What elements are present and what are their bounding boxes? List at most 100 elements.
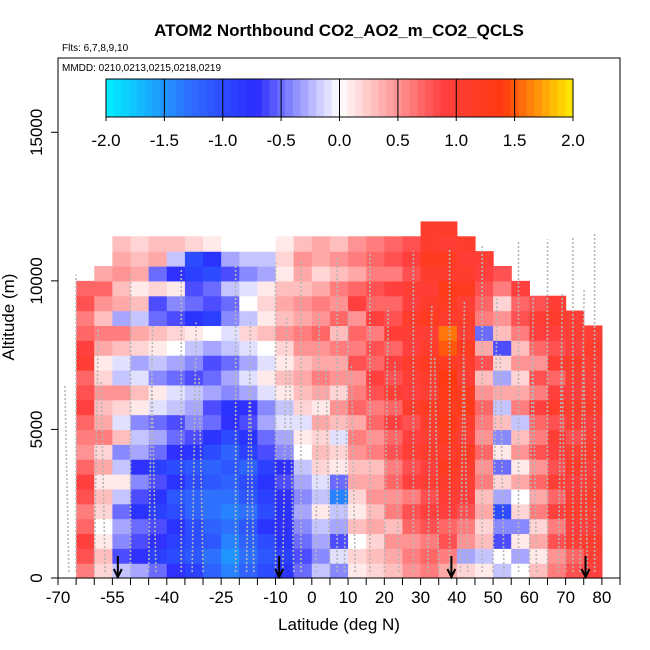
- heatmap-cell: [94, 474, 113, 490]
- heatmap-cell: [456, 295, 476, 312]
- heatmap-cell: [583, 488, 603, 505]
- heatmap-cell: [257, 370, 277, 386]
- heatmap-cell: [438, 459, 458, 475]
- heatmap-cell: [130, 474, 150, 490]
- heatmap-cell: [293, 340, 313, 356]
- heatmap-cell: [366, 384, 385, 401]
- colorbar-cell: [464, 79, 473, 117]
- heatmap-cell: [311, 414, 331, 431]
- colorbar-tick-label: -0.5: [266, 131, 295, 150]
- heatmap-cell: [438, 355, 458, 371]
- heatmap-cell: [438, 280, 458, 297]
- heatmap-cell: [148, 236, 168, 252]
- heatmap-cell: [94, 429, 113, 445]
- heatmap-cell: [148, 429, 168, 445]
- heatmap-cell: [293, 474, 313, 490]
- heatmap-cell: [474, 488, 494, 505]
- flight-profile: [314, 313, 321, 573]
- heatmap-cell: [166, 563, 186, 579]
- dive-arrow: [580, 556, 591, 580]
- heatmap-cell: [329, 474, 349, 490]
- heatmap-cell: [203, 488, 222, 505]
- heatmap-cell: [221, 355, 240, 371]
- heatmap-cell: [203, 370, 222, 386]
- heatmap-cell: [221, 563, 240, 579]
- heatmap-cell: [166, 503, 186, 520]
- heatmap-cells: [76, 221, 603, 579]
- heatmap-cell: [348, 370, 367, 386]
- heatmap-cell: [348, 355, 367, 371]
- colorbar-tick-label: 1.0: [444, 131, 468, 150]
- heatmap-cell: [203, 459, 222, 475]
- y-axis-label: Altitude (m): [0, 274, 18, 361]
- heatmap-cell: [366, 340, 385, 356]
- heatmap-cell: [456, 429, 476, 445]
- heatmap-cell: [130, 295, 150, 312]
- heatmap-cell: [329, 236, 349, 252]
- heatmap-cell: [329, 325, 349, 341]
- heatmap-cell: [366, 266, 385, 282]
- heatmap-cell: [529, 474, 549, 490]
- heatmap-cell: [438, 399, 458, 416]
- heatmap-cell: [112, 474, 132, 490]
- heatmap-cell: [184, 295, 204, 312]
- dive-arrow: [446, 556, 457, 580]
- heatmap-cell: [293, 563, 313, 579]
- heatmap-cell: [311, 429, 331, 445]
- heatmap-cell: [348, 340, 367, 356]
- heatmap-cell: [420, 221, 440, 237]
- heatmap-cell: [529, 518, 549, 535]
- heatmap-cell: [348, 251, 367, 267]
- heatmap-cell: [94, 370, 113, 386]
- heatmap-cell: [112, 266, 132, 282]
- heatmap-cell: [275, 325, 295, 341]
- heatmap-cell: [384, 236, 404, 252]
- heatmap-cell: [366, 533, 385, 549]
- heatmap-cell: [402, 310, 422, 327]
- heatmap-cell: [384, 488, 404, 505]
- heatmap-cell: [184, 355, 204, 371]
- heatmap-cell: [148, 518, 168, 535]
- heatmap-cell: [203, 355, 222, 371]
- heatmap-cell: [511, 325, 530, 341]
- colorbar-cell: [238, 79, 247, 117]
- heatmap-cell: [547, 474, 567, 490]
- heatmap-cell: [239, 280, 259, 297]
- heatmap-cell: [329, 355, 349, 371]
- flight-profile: [459, 301, 466, 573]
- heatmap-cell: [583, 518, 603, 535]
- heatmap-cell: [384, 429, 404, 445]
- heatmap-cell: [148, 548, 168, 564]
- heatmap-cell: [493, 548, 512, 564]
- heatmap-cell: [130, 370, 150, 386]
- heatmap-cell: [493, 295, 512, 312]
- heatmap-cell: [239, 295, 259, 312]
- heatmap-cell: [76, 280, 95, 297]
- colorbar-cell: [121, 79, 130, 117]
- heatmap-cell: [275, 295, 295, 312]
- heatmap-cell: [438, 221, 458, 237]
- y-tick-label: 15000: [27, 109, 46, 156]
- heatmap-cell: [293, 399, 313, 416]
- heatmap-cell: [184, 563, 204, 579]
- heatmap-cell: [329, 310, 349, 327]
- heatmap-cell: [221, 340, 240, 356]
- heatmap-cell: [384, 518, 404, 535]
- heatmap-cell: [293, 384, 313, 401]
- heatmap-cell: [275, 370, 295, 386]
- heatmap-cell: [493, 355, 512, 371]
- flight-profile: [462, 355, 469, 573]
- heatmap-cell: [148, 355, 168, 371]
- heatmap-cell: [257, 236, 277, 252]
- heatmap-cell: [529, 310, 549, 327]
- colorbar-cell: [549, 79, 558, 117]
- x-tick-label: -70: [46, 588, 71, 607]
- heatmap-cell: [293, 370, 313, 386]
- flight-profile: [288, 369, 295, 573]
- heatmap-cell: [148, 459, 168, 475]
- heatmap-cell: [348, 459, 367, 475]
- heatmap-cell: [474, 266, 494, 282]
- heatmap-cell: [148, 325, 168, 341]
- colorbar-cell: [316, 79, 325, 117]
- heatmap-cell: [547, 370, 567, 386]
